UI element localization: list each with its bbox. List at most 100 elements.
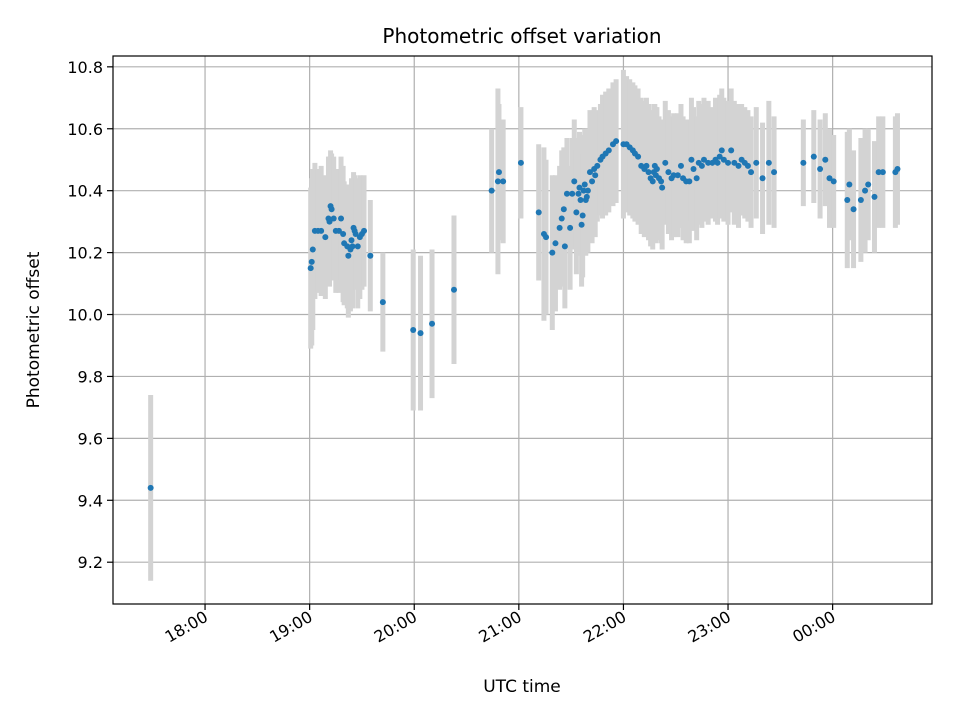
data-point xyxy=(335,227,342,234)
data-point xyxy=(635,153,642,160)
y-tick-label: 10.4 xyxy=(67,182,103,201)
data-point xyxy=(330,215,337,222)
data-point xyxy=(744,162,751,169)
data-point xyxy=(662,159,669,166)
data-point xyxy=(643,162,650,169)
data-point xyxy=(725,159,732,166)
x-axis-label: UTC time xyxy=(483,677,561,697)
data-point xyxy=(705,159,712,166)
data-point xyxy=(552,240,559,247)
data-point xyxy=(147,484,154,491)
data-point xyxy=(348,237,355,244)
data-point xyxy=(579,212,586,219)
data-point xyxy=(535,209,542,216)
data-point xyxy=(817,166,824,173)
y-tick-label: 10.8 xyxy=(67,58,103,77)
data-point xyxy=(690,166,697,173)
x-tick-label: 23:00 xyxy=(685,607,734,647)
data-point xyxy=(577,196,584,203)
data-point xyxy=(495,169,502,176)
chart-title: Photometric offset variation xyxy=(382,24,661,48)
data-point xyxy=(543,234,550,241)
x-tick-label: 22:00 xyxy=(580,607,629,647)
data-point xyxy=(759,175,766,182)
data-point xyxy=(345,252,352,259)
data-point xyxy=(850,206,857,213)
data-point xyxy=(871,193,878,200)
data-point xyxy=(686,178,693,185)
data-point xyxy=(846,181,853,188)
data-point xyxy=(576,184,583,191)
data-point xyxy=(556,224,563,231)
data-point xyxy=(567,224,574,231)
data-point xyxy=(580,187,587,194)
data-point xyxy=(605,147,612,154)
data-point xyxy=(862,187,869,194)
data-point xyxy=(718,147,725,154)
data-point xyxy=(765,159,772,166)
data-point xyxy=(586,169,593,176)
data-point xyxy=(698,162,705,169)
data-point xyxy=(307,265,314,272)
data-point xyxy=(318,227,325,234)
data-point xyxy=(494,178,501,185)
data-point xyxy=(720,156,727,163)
x-tick-label: 21:00 xyxy=(475,607,524,647)
data-point xyxy=(731,159,738,166)
y-tick-label: 9.2 xyxy=(78,553,103,572)
data-point xyxy=(573,209,580,216)
data-point xyxy=(716,153,723,160)
data-point xyxy=(500,178,507,185)
data-point xyxy=(700,156,707,163)
data-point xyxy=(735,162,742,169)
data-point xyxy=(728,147,735,154)
data-point xyxy=(558,215,565,222)
data-point xyxy=(594,162,601,169)
data-point xyxy=(653,166,660,173)
y-tick-label: 9.8 xyxy=(78,367,103,386)
data-point xyxy=(592,172,599,179)
data-point xyxy=(665,169,672,176)
data-point xyxy=(748,169,755,176)
data-point xyxy=(322,234,329,241)
data-point xyxy=(822,156,829,163)
data-point xyxy=(670,172,677,179)
data-point xyxy=(309,246,316,253)
data-point xyxy=(352,231,359,238)
data-point xyxy=(571,178,578,185)
data-point xyxy=(560,206,567,213)
data-point xyxy=(800,159,807,166)
y-tick-label: 10.2 xyxy=(67,244,103,263)
data-point xyxy=(649,178,656,185)
data-point xyxy=(753,159,760,166)
data-points xyxy=(147,138,901,491)
error-bars xyxy=(148,69,900,581)
data-point xyxy=(693,175,700,182)
data-point xyxy=(714,159,721,166)
data-point xyxy=(338,215,345,222)
data-point xyxy=(308,258,315,265)
data-point xyxy=(677,162,684,169)
data-point xyxy=(613,138,620,145)
data-point xyxy=(771,169,778,176)
data-point xyxy=(578,221,585,228)
data-point xyxy=(589,178,596,185)
data-point xyxy=(645,169,652,176)
plot-frame xyxy=(112,55,933,605)
y-tick-label: 10.6 xyxy=(67,120,103,139)
y-axis-label: Photometric offset xyxy=(24,251,44,408)
data-point xyxy=(810,153,817,160)
data-point xyxy=(450,286,457,293)
data-point xyxy=(674,172,681,179)
data-point xyxy=(865,181,872,188)
data-point xyxy=(575,190,582,197)
data-point xyxy=(354,243,361,250)
data-point xyxy=(379,299,386,306)
data-point xyxy=(688,156,695,163)
data-point xyxy=(340,231,347,238)
data-point xyxy=(826,175,833,182)
x-tick-label: 20:00 xyxy=(371,607,420,647)
data-point xyxy=(429,320,436,327)
data-point xyxy=(584,187,591,194)
